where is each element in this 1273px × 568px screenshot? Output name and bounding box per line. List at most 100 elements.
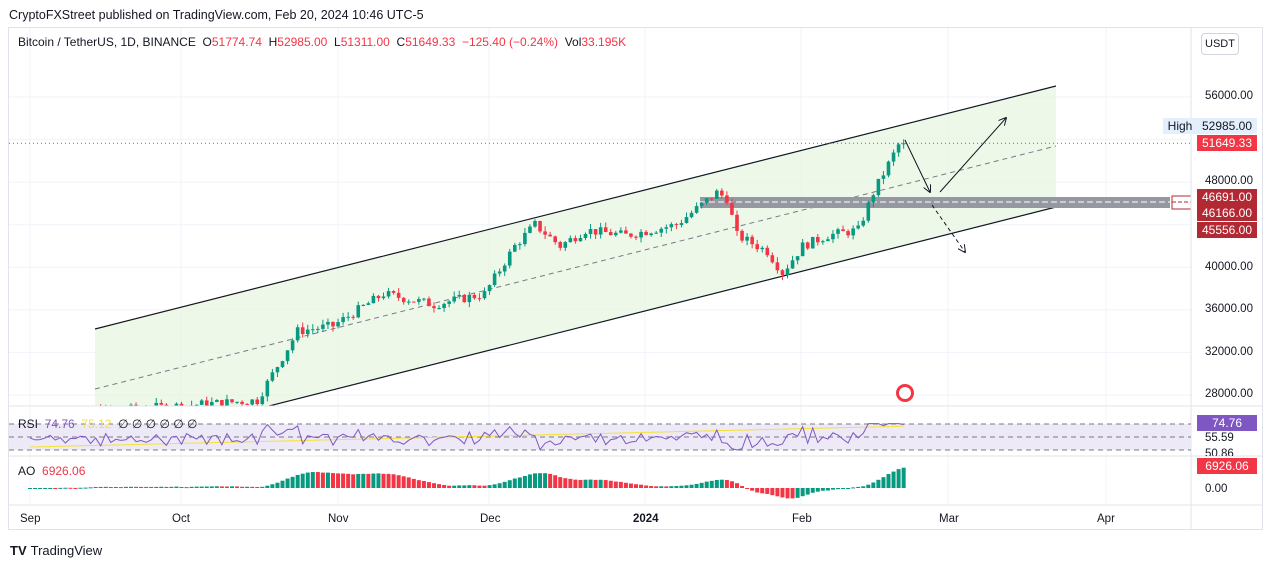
us-flag-event-icon-inner (899, 387, 911, 399)
ao-bar (209, 486, 214, 488)
time-tick: Oct (172, 513, 190, 525)
ao-bar (820, 488, 825, 491)
ao-bar (527, 474, 532, 488)
candle-body (533, 220, 537, 227)
zone-top-tag: 46691.00 (1197, 189, 1257, 205)
candle-body (482, 291, 487, 299)
candle-body (704, 198, 709, 203)
ao-bar (533, 473, 537, 488)
ao-bar (603, 480, 608, 488)
close-value: 51649.33 (405, 35, 456, 49)
candle-body (492, 273, 497, 286)
candle-body (89, 408, 93, 412)
channel-lower-line (266, 206, 1057, 406)
candle-body (99, 409, 103, 415)
candle-body (376, 295, 381, 299)
candle-body (275, 367, 280, 373)
candle-body (785, 268, 790, 276)
candle-body (780, 270, 785, 276)
ao-bar (790, 488, 795, 499)
ao-bar (729, 481, 734, 488)
ao-bar (325, 472, 330, 488)
ao-bar (396, 475, 401, 488)
candle-body (659, 228, 664, 233)
ao-bar (558, 477, 563, 488)
ao-bar (457, 485, 462, 488)
ao-bar (401, 476, 406, 488)
candle-body (255, 399, 260, 405)
ao-bar (785, 488, 790, 499)
low-value: 51311.00 (340, 35, 390, 49)
zone-bottom-tag: 45556.00 (1197, 222, 1257, 238)
ao-bar (573, 479, 578, 488)
ao-bar (856, 486, 861, 488)
ao-bar (815, 488, 820, 492)
candle-body (770, 255, 775, 263)
projection-arrow-down (904, 139, 930, 192)
candle-body (149, 410, 153, 411)
ao-bar (644, 485, 649, 488)
tradingview-brand[interactable]: TV TradingView (10, 543, 102, 558)
candle-body (502, 265, 507, 272)
time-tick: Apr (1097, 513, 1115, 525)
candle-body (699, 202, 704, 207)
ao-bar (113, 486, 118, 488)
candle-body (386, 291, 391, 297)
time-tick: 2024 (633, 513, 659, 525)
ao-bar (88, 487, 93, 489)
ao-bar (270, 484, 275, 488)
candle-body (417, 299, 421, 302)
candle-body (250, 399, 254, 405)
ao-bar (669, 486, 674, 488)
candle-body (109, 407, 113, 409)
time-tick: Mar (939, 513, 959, 525)
candle-body (543, 231, 547, 235)
ao-bar (699, 482, 704, 488)
ao-bar (623, 482, 628, 488)
ao-bar (371, 473, 376, 488)
candle-body (507, 251, 512, 266)
ao-bar (775, 488, 780, 497)
ao-bar (361, 473, 366, 488)
candle-body (548, 234, 552, 237)
ao-bar (805, 488, 810, 495)
ao-bar (876, 479, 881, 488)
ao-bar (846, 488, 851, 489)
candle-body (629, 233, 633, 237)
candle-body (159, 402, 164, 405)
currency-button[interactable]: USDT (1201, 33, 1239, 55)
candle-body (841, 229, 845, 232)
ao-bar (53, 488, 58, 489)
price-tick: 48000.00 (1205, 175, 1253, 187)
candle-body (245, 403, 249, 405)
candle-body (371, 295, 376, 304)
candle-body (573, 238, 578, 242)
ao-legend: AO 6926.06 (18, 464, 85, 478)
ao-bar (255, 486, 260, 488)
ao-bar (618, 481, 623, 488)
ao-bar (482, 485, 487, 488)
candle-body (831, 233, 835, 240)
ao-bar (901, 467, 906, 488)
candle-body (583, 233, 588, 238)
ao-bar (841, 488, 846, 489)
candle-body (886, 161, 891, 176)
candle-body (356, 305, 361, 318)
rsi-ma-value: 75.12 (81, 417, 112, 431)
ao-bar (174, 486, 179, 488)
ao-bar (305, 472, 310, 488)
candle-body (472, 294, 477, 299)
candle-body (300, 327, 305, 335)
chart-frame (8, 27, 1263, 530)
candle-body (684, 217, 689, 224)
candle-body (194, 404, 199, 406)
ao-bar (432, 483, 436, 488)
ao-bar (770, 488, 775, 496)
high-label: H (268, 35, 278, 49)
ao-bar (189, 486, 194, 488)
price-tick: 56000.00 (1205, 90, 1253, 102)
ao-tag: 6926.06 (1197, 458, 1257, 474)
candle-body (578, 237, 583, 242)
ao-bar (38, 488, 43, 489)
